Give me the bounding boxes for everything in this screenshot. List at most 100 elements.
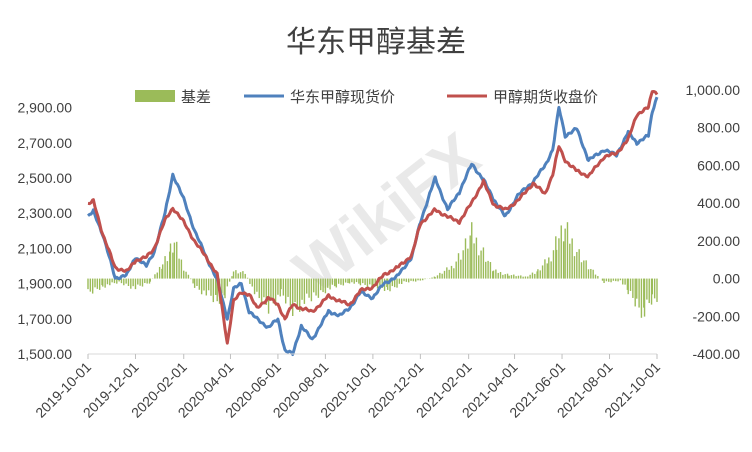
basis-bar [407, 278, 410, 283]
basis-bar [176, 241, 178, 279]
basis-bar [277, 278, 279, 295]
basis-bar [467, 248, 469, 279]
basis-bar [580, 262, 583, 279]
basis-bar [371, 278, 373, 287]
basis-bar [460, 259, 462, 279]
basis-bar [315, 278, 317, 296]
basis-bar [224, 278, 226, 299]
basis-bar [510, 275, 513, 279]
basis-bar [381, 278, 383, 288]
basis-bar [123, 278, 125, 286]
basis-bar [502, 274, 504, 279]
basis-bar [272, 278, 274, 304]
basis-bar [539, 270, 541, 279]
basis-bar [231, 276, 233, 279]
basis-bar [205, 278, 208, 296]
basis-bar [89, 278, 92, 292]
price-lines [87, 90, 659, 356]
basis-bar [256, 278, 258, 292]
basis-bar [162, 264, 164, 279]
basis-bar [279, 278, 281, 297]
basis-bar [597, 276, 599, 279]
basis-bar [643, 278, 646, 317]
series-line-1 [87, 96, 659, 356]
basis-bar [627, 278, 629, 295]
basis-bar [583, 260, 585, 279]
basis-bar [603, 278, 605, 284]
basis-bar [441, 273, 443, 279]
basis-bar [487, 260, 489, 279]
basis-bar [537, 269, 539, 279]
basis-bar [462, 250, 464, 279]
basis-bar [216, 278, 218, 302]
basis-bar [104, 278, 106, 288]
basis-bar [546, 263, 548, 279]
basis-bar [403, 278, 405, 282]
basis-bar [183, 270, 185, 279]
basis-bar [541, 265, 544, 279]
basis-bar [274, 278, 277, 306]
basis-bar [492, 270, 495, 279]
basis-bar [446, 267, 448, 279]
basis-bar [450, 265, 453, 279]
basis-bar [329, 278, 331, 290]
basis-bar [137, 278, 139, 285]
y-right-tick-label: 400.00 [697, 195, 740, 211]
basis-bar [127, 278, 130, 286]
y-right-tick-label: 600.00 [697, 157, 740, 173]
basis-bar [636, 278, 638, 299]
y-right-tick-label: -200.00 [693, 308, 741, 324]
basis-bar [353, 278, 355, 284]
basis-bar [517, 275, 520, 279]
basis-bar [358, 278, 360, 284]
basis-bar [120, 278, 123, 284]
basis-bar [265, 278, 267, 305]
basis-bar [601, 278, 604, 281]
basis-bar [482, 247, 485, 279]
basis-bar [344, 278, 347, 283]
basis-bar [480, 250, 482, 279]
basis-bar [475, 237, 478, 279]
basis-bar [251, 278, 253, 287]
basis-bar [605, 278, 608, 282]
basis-bar [619, 278, 622, 281]
basis-bar [196, 278, 198, 286]
basis-bar [327, 278, 329, 288]
basis-bar [303, 278, 306, 304]
basis-bar [398, 278, 401, 284]
basis-bar [560, 225, 562, 279]
basis-bar [646, 278, 648, 300]
basis-bar [134, 278, 137, 290]
basis-bar [364, 278, 366, 285]
basis-bar [386, 278, 389, 290]
basis-bar [555, 236, 557, 279]
basis-bar [548, 257, 550, 279]
basis-bar [130, 278, 132, 289]
basis-bar [552, 250, 555, 279]
basis-bar [139, 278, 141, 286]
basis-bar [366, 278, 369, 287]
basis-bar [457, 253, 460, 279]
basis-bar [198, 278, 201, 290]
basis-bar [469, 235, 471, 279]
basis-bar [433, 276, 436, 279]
basis-bar [200, 278, 203, 295]
basis-bar [643, 278, 645, 308]
basis-bar [410, 278, 412, 281]
basis-bar [504, 274, 506, 279]
basis-bar [178, 258, 180, 279]
basis-bar [235, 270, 237, 279]
basis-bar [260, 278, 263, 306]
basis-bar [650, 278, 653, 305]
basis-bar [246, 277, 249, 279]
y-left-tick-label: 2,300.00 [18, 205, 73, 221]
basis-bar [632, 278, 634, 298]
basis-bar [285, 278, 287, 304]
basis-bar [638, 278, 640, 308]
basis-bar [412, 278, 415, 282]
basis-bar [348, 278, 351, 284]
basis-bar [113, 278, 116, 284]
legend-label: 甲醇期货收盘价 [493, 88, 598, 106]
basis-bar [322, 278, 324, 293]
y-right-tick-label: 800.00 [697, 120, 740, 136]
